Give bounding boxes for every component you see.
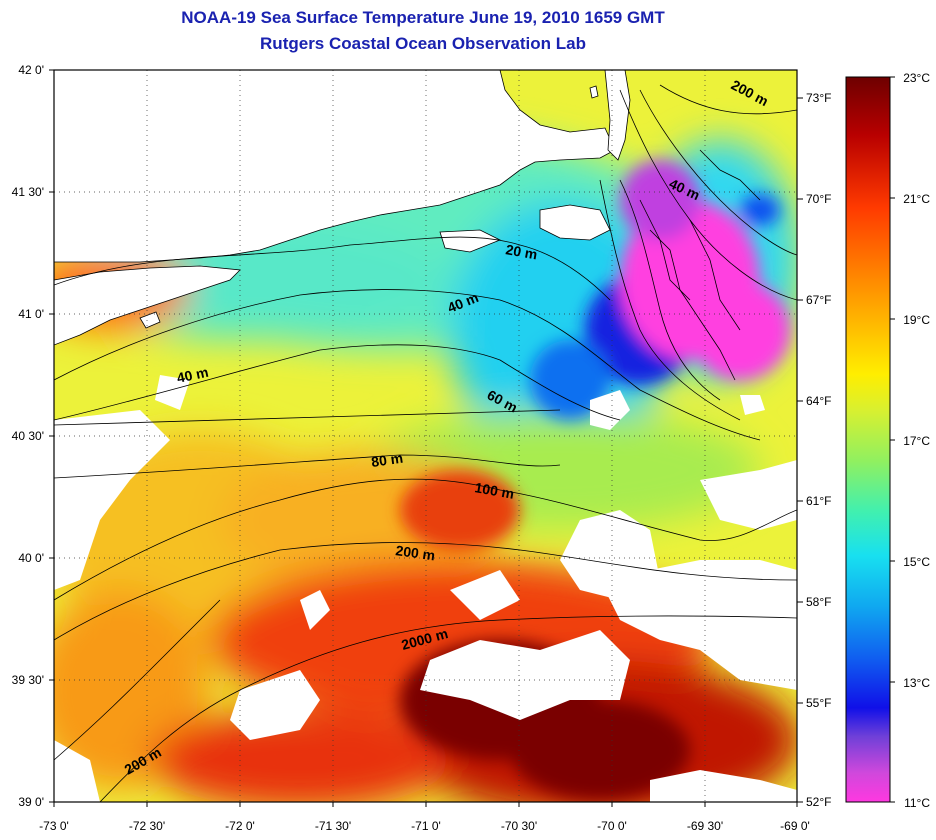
lon-label: -70 0': [597, 819, 627, 833]
lon-label: -73 0': [39, 819, 69, 833]
fahrenheit-label: 58°F: [806, 595, 831, 609]
lat-label: 41 30': [12, 185, 44, 199]
contour-label-80m: 80 m: [370, 450, 404, 470]
fahrenheit-label: 52°F: [806, 795, 831, 809]
bathymetry-contours: [54, 84, 797, 802]
fahrenheit-label: 64°F: [806, 394, 831, 408]
celsius-label: 11°C: [904, 796, 930, 810]
contour-label-20m: 20 m: [504, 241, 538, 262]
colorbar-ticks: [890, 76, 895, 803]
fahrenheit-label: 67°F: [806, 293, 831, 307]
fahrenheit-label: 55°F: [806, 696, 831, 710]
lat-label: 40 0': [18, 551, 44, 565]
map-subtitle: Rutgers Coastal Ocean Observation Lab: [260, 34, 586, 53]
lat-label: 41 0': [18, 307, 44, 321]
lat-label: 40 30': [12, 429, 44, 443]
celsius-label: 23°C: [903, 71, 930, 85]
colorbar: [845, 76, 891, 803]
fahrenheit-label: 70°F: [806, 192, 831, 206]
lon-label: -71 0': [411, 819, 441, 833]
longitude-labels: -73 0' -72 30' -72 0' -71 30' -71 0' -70…: [39, 819, 810, 833]
lon-label: -71 30': [315, 819, 351, 833]
celsius-label: 21°C: [903, 192, 930, 206]
lon-label: -72 0': [225, 819, 255, 833]
graticule: [54, 70, 797, 802]
celsius-label: 17°C: [903, 434, 930, 448]
celsius-labels: 23°C 21°C 19°C 17°C 15°C 13°C 11°C: [903, 71, 930, 810]
map-title: NOAA-19 Sea Surface Temperature June 19,…: [181, 8, 665, 27]
lat-label: 39 30': [12, 673, 44, 687]
axis-ticks: [49, 69, 803, 807]
sst-field: [54, 70, 797, 802]
lon-label: -69 30': [687, 819, 723, 833]
contour-label-200m: 200 m: [395, 542, 437, 563]
latitude-labels: 42 0' 41 30' 41 0' 40 30' 40 0' 39 30' 3…: [12, 63, 44, 809]
lat-label: 39 0': [18, 795, 44, 809]
fahrenheit-label: 61°F: [806, 494, 831, 508]
fahrenheit-label: 73°F: [806, 91, 831, 105]
celsius-label: 19°C: [903, 313, 930, 327]
lon-label: -69 0': [780, 819, 810, 833]
fahrenheit-labels: 73°F 70°F 67°F 64°F 61°F 58°F 55°F 52°F: [806, 91, 831, 809]
contour-label-100m: 100 m: [473, 479, 515, 502]
celsius-label: 15°C: [903, 555, 930, 569]
lon-label: -70 30': [501, 819, 537, 833]
lat-label: 42 0': [18, 63, 44, 77]
contour-label-40m: 40 m: [175, 364, 210, 386]
celsius-label: 13°C: [903, 676, 930, 690]
lon-label: -72 30': [129, 819, 165, 833]
